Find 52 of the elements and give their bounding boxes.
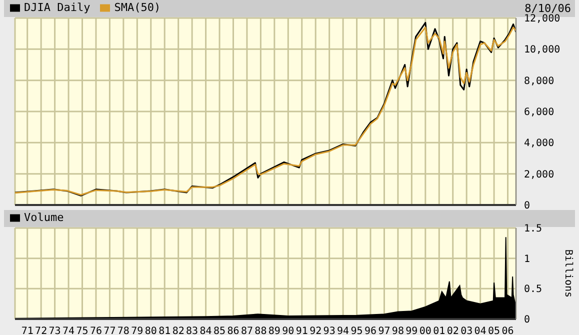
x-tick-label: 04 [474,326,486,335]
x-tick-label: 86 [227,326,240,335]
x-tick-label: 87 [240,326,253,335]
x-tick-label: 73 [48,326,61,335]
x-tick-label: 89 [268,326,280,335]
y-axis-title: Billions [562,249,574,298]
y-tick-label: 8,000 [524,76,554,87]
x-tick-label: 95 [350,326,363,335]
x-tick-label: 74 [62,326,75,335]
x-tick-label: 91 [296,326,308,335]
y-tick-label: 12,000 [524,14,560,25]
x-tick-label: 96 [364,326,377,335]
y-tick-label: 0 [524,200,530,212]
x-tick-label: 77 [104,326,116,335]
x-tick-label: 82 [172,326,184,335]
x-tick-label: 76 [90,326,102,335]
x-tick-label: 72 [35,326,48,335]
x-tick-label: 84 [200,326,212,335]
x-tick-label: 78 [117,326,130,335]
legend-label: SMA(50) [114,1,161,14]
x-tick-label: 85 [213,326,226,335]
y-tick-label: 4,000 [524,138,554,150]
x-tick-label: 03 [460,326,473,335]
x-tick-label: 90 [282,326,294,335]
y-tick-label: 0.5 [524,284,542,296]
y-tick-label: 0 [524,314,530,326]
x-tick-label: 97 [378,326,390,335]
y-tick-label: 2,000 [524,169,554,180]
x-tick-label: 06 [502,326,514,335]
y-tick-label: 6,000 [524,107,554,118]
x-tick-label: 98 [392,326,404,335]
x-tick-label: 92 [310,326,322,335]
x-tick-label: 75 [76,326,88,335]
y-tick-label: 1 [524,254,530,265]
x-tick-label: 01 [433,326,446,335]
x-tick-label: 94 [337,326,350,335]
x-tick-label: 05 [488,326,500,335]
x-tick-label: 93 [323,326,336,335]
x-tick-label: 71 [21,326,34,335]
y-tick-label: 10,000 [524,44,560,56]
x-tick-label: 83 [186,326,198,335]
x-tick-label: 79 [131,326,144,335]
text: 8/10/06 [524,2,571,15]
x-tick-label: 02 [446,326,459,335]
x-tick-label: 88 [254,326,267,335]
legend-label: Volume [24,211,64,224]
legend-label: DJIA Daily [24,1,90,14]
x-tick-label: 99 [406,326,418,335]
x-tick-label: 80 [144,326,157,335]
x-tick-label: 81 [158,326,171,335]
y-tick-label: 1.5 [524,224,542,235]
x-tick-label: 00 [419,326,432,335]
